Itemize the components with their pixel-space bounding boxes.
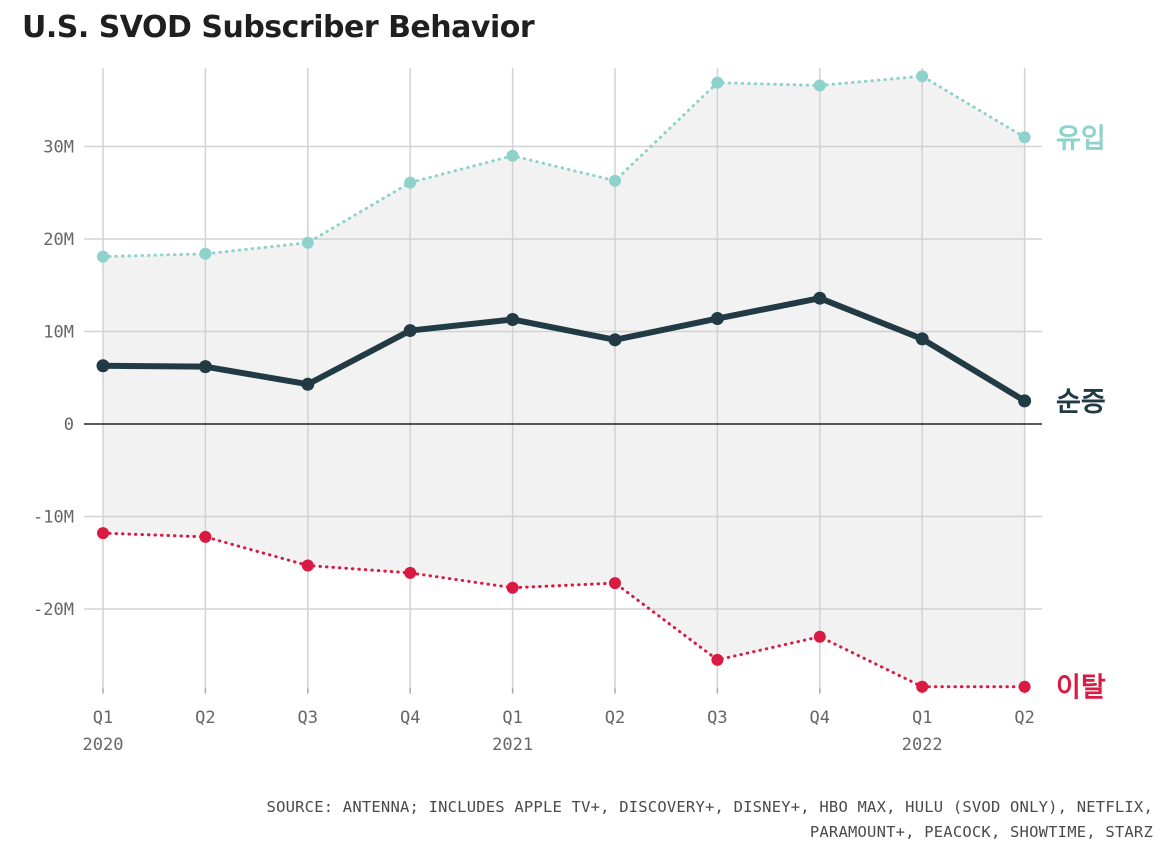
data-point bbox=[711, 653, 724, 666]
source-note: SOURCE: ANTENNA; INCLUDES APPLE TV+, DIS… bbox=[267, 795, 1153, 845]
data-point bbox=[711, 76, 724, 89]
series-label: 순증 bbox=[1056, 387, 1106, 418]
x-tick-label: Q2 bbox=[195, 708, 215, 728]
source-line-2: PARAMOUNT+, PEACOCK, SHOWTIME, STARZ bbox=[809, 823, 1153, 841]
series-label: 유입 bbox=[1056, 123, 1106, 154]
series-line bbox=[100, 295, 1028, 404]
line-chart: 30M 20M 10M 0 -10M -20M Q1 2020 Q2 Q3 Q4 Q1 2021 Q2 Q3… bbox=[33, 67, 1106, 755]
x-tick-label: Q3 bbox=[298, 708, 318, 728]
x-tick-year: 2022 bbox=[902, 735, 943, 755]
series-line bbox=[101, 74, 1027, 259]
source-line-1: SOURCE: ANTENNA; INCLUDES APPLE TV+, DIS… bbox=[266, 798, 1153, 816]
x-tick-label: Q1 bbox=[502, 708, 522, 728]
x-tick-label: Q3 bbox=[707, 708, 727, 728]
x-tick-label: Q2 bbox=[1014, 708, 1034, 728]
data-point bbox=[404, 566, 417, 579]
x-tick-label: Q4 bbox=[810, 708, 830, 728]
data-point bbox=[506, 149, 519, 162]
data-point bbox=[301, 559, 314, 572]
data-point bbox=[916, 680, 929, 693]
y-tick-label: 20M bbox=[43, 230, 74, 250]
data-point bbox=[609, 174, 621, 187]
data-point bbox=[1018, 680, 1031, 693]
x-tick-year: 2020 bbox=[83, 735, 124, 755]
x-tick-label: Q2 bbox=[605, 708, 625, 728]
series-label: 이탈 bbox=[1056, 673, 1106, 704]
data-point bbox=[1018, 394, 1032, 408]
data-point bbox=[403, 324, 417, 338]
x-tick-label: Q1 bbox=[93, 708, 113, 728]
data-point bbox=[710, 312, 724, 326]
data-point bbox=[199, 247, 212, 260]
data-point bbox=[916, 70, 929, 83]
y-tick-label: -10M bbox=[33, 508, 74, 528]
data-point bbox=[97, 527, 109, 540]
data-point bbox=[813, 79, 826, 92]
data-point bbox=[506, 581, 519, 594]
data-point bbox=[301, 377, 315, 391]
y-tick-label: 10M bbox=[43, 323, 74, 343]
data-point bbox=[506, 312, 520, 326]
y-tick-label: -20M bbox=[33, 600, 74, 620]
data-point bbox=[608, 333, 622, 347]
x-tick-year: 2021 bbox=[492, 735, 533, 755]
y-tick-label: 0 bbox=[64, 415, 74, 435]
data-point bbox=[199, 530, 212, 543]
data-point bbox=[813, 291, 827, 305]
y-tick-label: 30M bbox=[43, 138, 74, 158]
data-point bbox=[404, 176, 417, 189]
data-point bbox=[301, 236, 314, 249]
data-point bbox=[96, 359, 110, 373]
series-line bbox=[101, 531, 1027, 689]
data-point bbox=[1018, 131, 1031, 144]
data-point bbox=[813, 630, 826, 643]
x-tick-label: Q4 bbox=[400, 708, 420, 728]
data-point bbox=[915, 332, 929, 346]
data-point bbox=[97, 250, 109, 263]
data-point bbox=[198, 360, 212, 374]
data-point bbox=[609, 577, 621, 590]
chart-title: U.S. SVOD Subscriber Behavior bbox=[22, 10, 535, 45]
x-tick-label: Q1 bbox=[912, 708, 932, 728]
